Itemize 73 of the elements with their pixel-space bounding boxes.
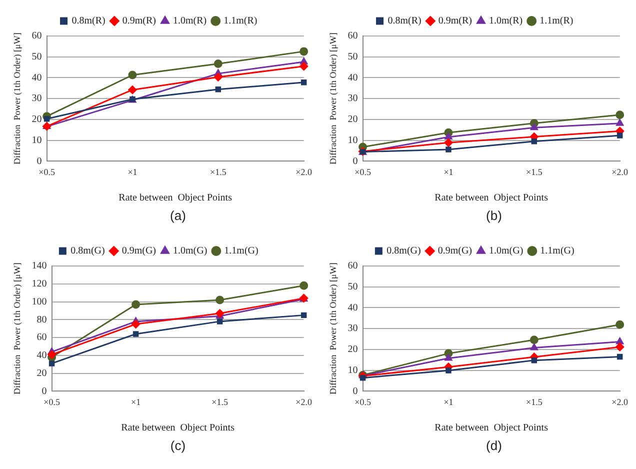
legend-label: 0.8m(G) [386,246,421,257]
y-tick-label: 20 [36,368,47,379]
y-tick-label: 10 [348,134,358,146]
y-tick-label: 10 [348,364,358,376]
y-tick-label: 40 [348,72,358,84]
x-tick-label: ×0.5 [354,166,372,177]
x-tick-label: ×1.5 [212,396,228,407]
y-tick-label: 140 [32,260,47,272]
y-tick-label: 50 [32,51,42,62]
y-tick-label: 60 [32,30,42,42]
x-tick-label: ×1.5 [526,396,543,407]
legend-label: 1.0m(R) [173,16,207,27]
x-tick-label: ×0.5 [44,396,60,407]
x-tick-label: ×2.0 [612,396,628,407]
y-tick-label: 120 [32,278,47,290]
x-tick-label: ×0.5 [354,396,372,407]
y-tick-label: 40 [36,350,47,362]
x-tick-label: ×1.5 [210,166,227,177]
x-tick-label: ×0.5 [38,166,56,177]
y-tick-label: 30 [348,323,358,334]
y-tick-label: 20 [348,114,358,126]
text: (a) [169,208,187,223]
x-axis-title: Rate between Object Points [118,192,232,204]
legend-label: 1.0m(G) [173,246,208,257]
x-tick-label: ×1 [128,166,138,177]
x-tick-label: ×1 [444,166,454,177]
y-axis-title: Diffraction Power (1th Order) [μW] [12,262,22,395]
y-tick-label: 100 [32,296,47,308]
y-tick-label: 50 [348,51,358,62]
y-tick-label: 0 [352,386,358,397]
x-tick-label: ×2.0 [612,166,628,177]
y-tick-label: 0 [352,156,358,167]
x-axis-title: Rate between Object Points [434,192,548,204]
y-tick-label: 20 [32,114,42,126]
y-tick-label: 0 [42,386,47,397]
legend-label: 1.0m(G) [489,246,524,257]
legend-label: 1.1m(G) [540,246,574,257]
legend-label: 0.9m(R) [122,16,156,27]
text: (b) [485,208,503,223]
legend-label: 0.8m(R) [72,16,106,27]
y-tick-label: 20 [348,344,358,356]
y-axis-title: Diffraction Power (1th Order) [μW] [12,32,22,165]
legend-label: 0.8m(G) [70,246,105,257]
x-axis-title: Rate between Object Points [434,422,548,434]
x-tick-label: ×2.0 [296,396,312,407]
y-tick-label: 30 [32,93,42,104]
text: (d) [485,438,503,453]
x-tick-label: ×1 [131,396,141,407]
legend-label: 1.1m(G) [224,246,258,257]
y-tick-label: 80 [36,314,47,326]
legend-label: 0.8m(R) [388,16,422,27]
legend-label: 0.9m(G) [122,246,156,257]
y-tick-label: 30 [348,93,358,104]
y-tick-label: 10 [32,134,42,146]
x-tick-label: ×1.5 [526,166,543,177]
x-axis-title: Rate between Object Points [121,422,235,434]
y-tick-label: 60 [36,332,47,344]
y-tick-label: 0 [36,156,42,167]
legend-label: 0.9m(G) [438,246,472,257]
y-tick-label: 60 [348,30,358,42]
text: (c) [169,438,187,453]
y-axis-title: Diffraction Power (1th Order) [μW] [328,32,338,165]
x-tick-label: ×2.0 [296,166,312,177]
y-axis-title: Diffraction Power (1th Order) [μW] [328,262,338,395]
legend-label: 1.1m(R) [224,16,258,27]
legend-label: 0.9m(R) [438,16,472,27]
y-tick-label: 40 [348,302,358,314]
legend-label: 1.0m(R) [489,16,523,27]
x-tick-label: ×1 [444,396,454,407]
legend-label: 1.1m(R) [540,16,574,27]
y-tick-label: 60 [348,260,358,272]
y-tick-label: 50 [348,281,358,292]
y-tick-label: 40 [32,72,42,84]
